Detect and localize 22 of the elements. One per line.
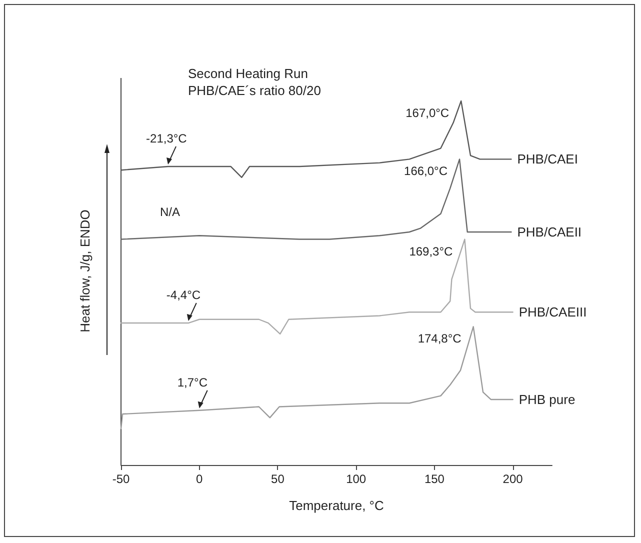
annotation: 166,0°C	[404, 164, 448, 178]
x-tick-label: -50	[112, 472, 130, 486]
series-label: PHB/CAEIII	[518, 304, 587, 320]
x-tick-label: 100	[346, 472, 366, 486]
annotation: 174,8°C	[418, 332, 462, 346]
annotation: N/A	[160, 205, 180, 219]
x-tick-label: 0	[196, 472, 204, 486]
annotation: 169,3°C	[409, 244, 454, 258]
y-axis-title: Heat flow, J/g, ENDO	[78, 210, 92, 332]
annotation: 167,0°C	[406, 106, 450, 120]
x-tick-label: 50	[271, 472, 285, 486]
x-tick-label: 150	[424, 472, 445, 486]
x-axis-title: Temperature, °C	[289, 498, 384, 513]
series-label: PHB/CAEII	[517, 224, 582, 240]
chart-title: Second Heating Run	[188, 66, 308, 81]
series-label: PHB/CAEI	[517, 152, 578, 167]
annotation: -21,3°C	[146, 131, 188, 146]
x-tick-label: 200	[502, 472, 524, 486]
annotation: -4,4°C	[166, 288, 201, 302]
annotation: 1,7°C	[177, 375, 208, 390]
chart-subtitle: PHB/CAE´s ratio 80/20	[188, 83, 321, 98]
series-label: PHB pure	[518, 392, 576, 407]
